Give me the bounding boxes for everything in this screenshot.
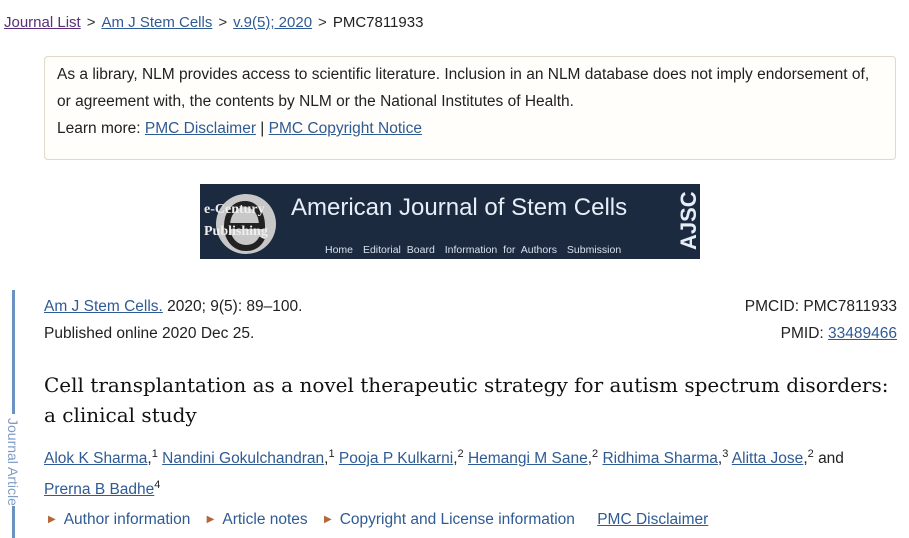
publisher-logo-emblem — [216, 194, 276, 254]
logo-text-publishing: Publishing — [204, 224, 268, 239]
copyright-toggle[interactable]: Copyright and License information — [339, 511, 575, 528]
breadcrumb-separator: > — [318, 14, 327, 31]
triangle-right-icon: ▶ — [48, 514, 56, 525]
author-link[interactable]: Nandini Gokulchandran — [162, 450, 325, 468]
breadcrumb-journal-list[interactable]: Journal List — [4, 14, 81, 31]
affiliation-sup: 1 — [151, 448, 158, 460]
triangle-right-icon: ▶ — [323, 514, 332, 525]
author-link[interactable]: Ridhima Sharma — [602, 450, 718, 468]
pmc-disclaimer-link[interactable]: PMC Disclaimer — [144, 120, 256, 137]
pmc-copyright-link[interactable]: PMC Copyright Notice — [268, 120, 422, 137]
article-notes-toggle[interactable]: Article notes — [222, 511, 308, 528]
breadcrumb-separator: > — [86, 14, 96, 31]
author-link[interactable]: Pooja P Kulkarni — [338, 450, 454, 468]
journal-banner[interactable]: e-Century Publishing American Journal of… — [200, 184, 701, 259]
affiliation-sup: 1 — [328, 448, 335, 460]
banner-title: American Journal of Stem Cells — [291, 194, 628, 221]
article-ids: PMCID: PMC7811933 PMID: 33489466 — [745, 293, 897, 347]
affiliation-sup: 4 — [154, 479, 161, 492]
author-information-toggle[interactable]: Author information — [63, 511, 191, 528]
journal-link[interactable]: Am J Stem Cells. — [44, 298, 163, 315]
citation: Am J Stem Cells. 2020; 9(5): 89–100. Pub… — [44, 293, 302, 347]
author-link[interactable]: Prerna B Badhe — [44, 481, 155, 499]
banner-nav-authors[interactable]: Information for Authors — [444, 244, 557, 256]
author-link[interactable]: Alok K Sharma — [44, 450, 148, 468]
pmid-label: PMID: — [780, 325, 829, 342]
banner-nav-editorial-board[interactable]: Editorial Board — [362, 244, 435, 256]
banner-nav-submission[interactable]: Submission — [566, 244, 622, 256]
pmcid: PMCID: PMC7811933 — [744, 298, 897, 315]
triangle-right-icon: ▶ — [206, 514, 215, 525]
breadcrumb-issue[interactable]: v.9(5); 2020 — [233, 14, 313, 31]
author-link[interactable]: Alitta Jose — [731, 450, 804, 468]
banner-nav: Home Editorial Board Information for Aut… — [325, 244, 625, 257]
breadcrumb-current: PMC7811933 — [332, 14, 424, 31]
author-list: Alok K Sharma,1 Nandini Gokulchandran,1 … — [44, 448, 844, 499]
banner-abbr: AJSC — [676, 191, 701, 251]
notice-text: As a library, NLM provides access to sci… — [57, 66, 870, 110]
affiliation-sup: 2 — [807, 448, 814, 460]
and-text: and — [818, 450, 844, 468]
article-title: Cell transplantation as a novel therapeu… — [44, 373, 889, 427]
banner-nav-home[interactable]: Home — [325, 244, 354, 256]
affiliation-sup: 3 — [722, 448, 729, 460]
article-meta-toggles: ▶ Author information ▶ Article notes ▶ Copy… — [44, 511, 708, 529]
pmid-link[interactable]: 33489466 — [828, 325, 897, 342]
article-type-label: Journal Article — [5, 418, 21, 506]
logo-text-ecentury: e-Century — [204, 202, 265, 217]
affiliation-sup: 2 — [592, 448, 599, 460]
breadcrumb-journal[interactable]: Am J Stem Cells — [101, 14, 213, 31]
published-date: Published online 2020 Dec 25. — [44, 325, 255, 342]
separator: | — [260, 120, 265, 137]
author-link[interactable]: Hemangi M Sane — [467, 450, 588, 468]
affiliation-sup: 2 — [457, 448, 464, 460]
nlm-notice: As a library, NLM provides access to sci… — [44, 56, 896, 160]
pmc-disclaimer-link-meta[interactable]: PMC Disclaimer — [597, 511, 709, 528]
publisher-logo: e-Century Publishing — [204, 188, 288, 256]
article-type-sidebar: Journal Article — [5, 290, 21, 538]
citation-details: 2020; 9(5): 89–100. — [162, 298, 303, 315]
breadcrumb: Journal List > Am J Stem Cells > v.9(5); 202… — [4, 14, 423, 31]
breadcrumb-separator: > — [218, 14, 228, 31]
learn-more-label: Learn more: — [57, 120, 141, 137]
